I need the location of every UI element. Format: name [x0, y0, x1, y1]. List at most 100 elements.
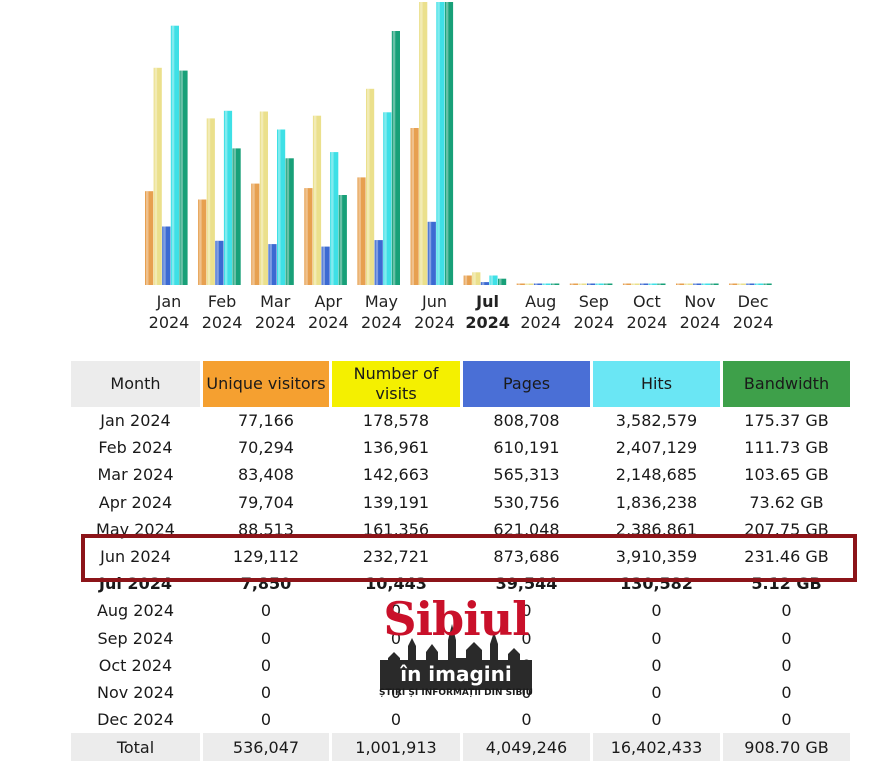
col-header-month: Month	[71, 361, 200, 407]
city-skyline-icon	[380, 624, 532, 690]
bar-hits	[489, 275, 498, 285]
bar-unique-visitors	[410, 128, 419, 285]
month-label-month: Feb	[207, 292, 237, 311]
bar-unique-visitors	[357, 177, 366, 285]
month-label-month: Aug	[525, 292, 557, 311]
bar-shine	[331, 152, 334, 285]
bar-shine	[632, 283, 635, 285]
bar-pages	[427, 221, 436, 285]
bar-shine	[543, 283, 546, 285]
table-header-row: Month Unique visitors Number of visits P…	[71, 361, 850, 407]
cell-month: Apr 2024	[98, 492, 173, 512]
bar-shine	[534, 283, 538, 285]
sibiul-in-imagini-logo: Sibiul în imagini ȘTIRI ȘI INFORMAȚII DI…	[378, 594, 534, 710]
cell-pages: 0	[521, 710, 532, 730]
bar-shine	[517, 283, 521, 285]
bar-shine	[216, 240, 219, 285]
table-row: Sep 2024 0 0 0 0 0	[71, 625, 850, 652]
bar-shine	[420, 2, 423, 285]
col-header-bandwidth: Bandwidth	[723, 361, 850, 407]
bar-shine	[437, 2, 440, 285]
cell-hits: 3,910,359	[615, 547, 698, 567]
bar-unique-visitors	[145, 191, 154, 285]
month-label-month: Oct	[633, 292, 661, 311]
bar-shine	[260, 111, 264, 285]
month-label-year: 2024	[361, 313, 402, 332]
bar-bandwidth	[179, 70, 188, 285]
bar-pages	[374, 240, 383, 285]
bar-shine	[694, 283, 697, 285]
bar-hits	[383, 112, 392, 285]
bar-hits	[754, 283, 764, 285]
month-label: May 2024	[354, 291, 408, 333]
month-label: Apr 2024	[301, 291, 355, 333]
bar-unique-visitors	[516, 283, 525, 285]
bar-number-of-visits	[631, 283, 640, 285]
bar-hits	[170, 25, 179, 285]
cell-number-of-visits: 161,356	[362, 519, 430, 539]
bar-number-of-visits	[259, 111, 268, 285]
cell-unique-visitors: 129,112	[232, 547, 300, 567]
bar-shine	[658, 283, 661, 285]
month-label-year: 2024	[414, 313, 455, 332]
bar-pages	[215, 240, 224, 285]
bar-unique-visitors	[729, 283, 738, 285]
bar-unique-visitors	[569, 283, 578, 285]
month-label: Mar 2024	[248, 291, 302, 333]
bar-bandwidth	[391, 31, 400, 285]
bar-shine	[588, 283, 591, 285]
bar-pages	[480, 282, 489, 285]
cell-unique-visitors: 70,294	[238, 438, 294, 458]
bar-shine	[322, 246, 325, 285]
month-label-year: 2024	[520, 313, 562, 332]
bar-shine	[711, 283, 714, 285]
cell-unique-visitors: 77,166	[238, 411, 294, 431]
bar-shine	[702, 283, 706, 285]
bar-number-of-visits	[737, 283, 746, 285]
cell-month: Dec 2024	[97, 710, 174, 730]
cell-pages: 621,048	[493, 519, 560, 539]
bar-bandwidth	[657, 283, 666, 285]
cell-hits: 0	[651, 682, 662, 702]
month-label: Jun 2024	[408, 291, 462, 333]
table-row: Mar 2024 83,408 142,663 565,313 2,148,685 103…	[71, 461, 850, 488]
col-header-number-of-visits: Number of visits	[332, 361, 460, 407]
cell-hits: 2,148,685	[615, 465, 698, 485]
table-row: Apr 2024 79,704 139,191 530,756 1,836,238 73.…	[71, 489, 850, 516]
cell-number-of-visits: 178,578	[362, 411, 430, 431]
bar-shine	[738, 283, 742, 285]
cell-month: Aug 2024	[96, 601, 175, 621]
cell-hits: 130,582	[620, 574, 693, 594]
cell-bandwidth: 0	[781, 655, 792, 675]
month-label-year: 2024	[573, 313, 615, 332]
month-label-month: Nov	[684, 292, 716, 311]
bar-bandwidth	[338, 195, 347, 285]
table-row: Dec 2024 0 0 0 0 0	[71, 706, 850, 733]
bar-shine	[747, 283, 750, 285]
cell-bandwidth: 0	[781, 628, 792, 648]
month-label-month: Apr	[314, 292, 343, 311]
col-header-pages: Pages	[463, 361, 590, 407]
bar-shine	[623, 283, 627, 285]
bar-shine	[526, 283, 529, 285]
cell-bandwidth: 175.37 GB	[744, 411, 829, 431]
month-label-year: 2024	[465, 313, 510, 332]
bar-pages	[268, 244, 277, 285]
bar-hits	[648, 283, 657, 285]
watermark-subtitle: în imagini	[400, 662, 512, 686]
month-label-month: Jul	[476, 292, 499, 311]
cell-pages: 873,686	[493, 547, 560, 567]
bar-number-of-visits	[366, 88, 375, 285]
bar-bandwidth	[604, 283, 613, 285]
month-label: Feb 2024	[195, 291, 249, 333]
bar-shine	[685, 283, 689, 285]
bar-shine	[499, 278, 502, 285]
bar-shine	[641, 283, 644, 285]
col-header-unique-visitors: Unique visitors	[203, 361, 329, 407]
cell-hits: 1,836,238	[615, 492, 698, 512]
bar-shine	[305, 188, 308, 285]
bar-number-of-visits	[206, 118, 215, 286]
bar-shine	[146, 191, 149, 285]
total-hits: 16,402,433	[593, 733, 720, 762]
cell-hits: 0	[651, 601, 662, 621]
